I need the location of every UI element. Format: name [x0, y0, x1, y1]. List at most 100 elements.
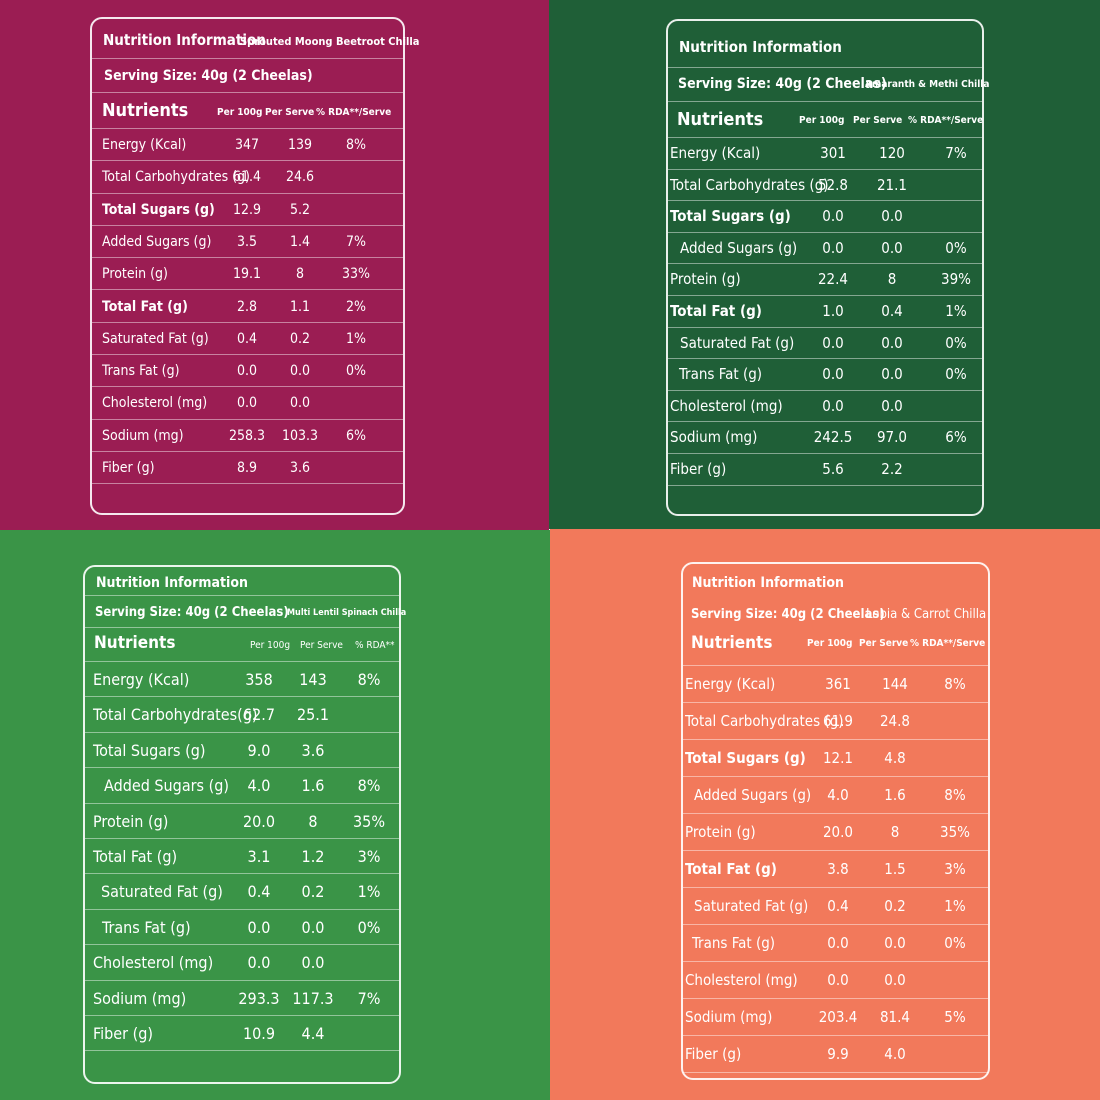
value-per-serve: 1.1 [289, 298, 311, 315]
nutrient-row: Saturated Fat (g) 0.4 0.2 1% [85, 874, 399, 910]
value-per-serve: 97.0 [876, 428, 908, 447]
serving-row: Serving Size: 40g (2 Cheelas) Amaranth &… [668, 68, 989, 102]
nutrient-name: Total Carbohydrates (g) [670, 175, 829, 194]
nutrient-name: Total Carbohydrates (g) [102, 169, 250, 186]
value-per-serve: 3.6 [301, 740, 325, 760]
nutrient-name: Total Sugars (g) [93, 740, 206, 760]
nutrient-name: Protein (g) [93, 811, 169, 831]
header-nutrients: Nutrients [677, 109, 764, 130]
nutrient-row: Saturated Fat (g) 0.4 0.2 1% [92, 323, 403, 356]
nutrient-name: Fiber (g) [102, 460, 155, 476]
nutrient-name: Cholesterol (mg) [670, 396, 783, 415]
nutrient-row: Total Sugars (g) 9.0 3.6 [85, 733, 399, 769]
nutrient-name: Saturated Fat (g) [101, 882, 223, 902]
value-rda: 7% [945, 144, 967, 162]
value-per100g: 0.0 [236, 395, 258, 412]
value-per-serve: 25.1 [296, 705, 330, 725]
value-per100g: 258.3 [228, 427, 266, 444]
product-name: Sprouted Moong Beetroot Chilla [240, 35, 420, 48]
nutrient-row: Trans Fat (g) 0.0 0.0 0% [683, 925, 988, 962]
value-per100g: 0.0 [822, 333, 844, 352]
value-per100g: 9.0 [247, 740, 271, 760]
nutrient-row: Added Sugars (g) 0.0 0.0 0% [668, 233, 982, 265]
nutrient-name: Energy (Kcal) [93, 670, 190, 689]
nutrient-row: Trans Fat (g) 0.0 0.0 0% [92, 355, 403, 388]
nutrient-name: Total Sugars (g) [685, 749, 806, 767]
nutrient-row: Energy (Kcal) 347 139 8% [92, 129, 403, 162]
nutrient-name: Total Fat (g) [93, 847, 178, 866]
value-per-serve: 3.6 [289, 460, 311, 476]
value-rda: 6% [945, 428, 967, 447]
value-per-serve: 0.0 [881, 365, 903, 384]
nutrient-name: Protein (g) [670, 270, 741, 289]
value-per-serve: 1.6 [301, 776, 325, 796]
nutrient-row: Total Fat (g) 1.0 0.4 1% [668, 296, 982, 328]
nutrient-row: Fiber (g) 8.9 3.6 [92, 452, 403, 485]
nutrient-name: Sodium (mg) [93, 988, 187, 1008]
value-per-serve: 8 [295, 266, 304, 283]
nutrient-row: Total Sugars (g) 0.0 0.0 [668, 201, 982, 233]
nutrient-row: Fiber (g) 9.9 4.0 [683, 1036, 988, 1073]
nutrient-row: Fiber (g) 10.9 4.4 [85, 1016, 399, 1052]
value-per100g: 61.9 [822, 712, 854, 730]
nutrient-row: Total Fat (g) 3.8 1.5 3% [683, 851, 988, 888]
value-per-serve: 8 [890, 823, 900, 841]
value-per100g: 52.8 [817, 175, 849, 194]
value-per100g: 358 [245, 670, 273, 689]
value-rda: 1% [357, 882, 381, 902]
nutrient-name: Sodium (mg) [102, 427, 184, 444]
nutrient-row: Protein (g) 20.0 8 35% [683, 814, 988, 851]
value-per100g: 8.9 [236, 460, 258, 476]
nutrient-name: Added Sugars (g) [694, 786, 812, 804]
nutrient-row: Saturated Fat (g) 0.4 0.2 1% [683, 888, 988, 925]
value-rda: 8% [944, 786, 966, 804]
value-per100g: 0.4 [236, 330, 258, 347]
value-per100g: 12.1 [822, 749, 854, 767]
nutrition-card: Nutrition Information Serving Size: 40g … [666, 19, 989, 516]
nutrient-row: Cholesterol (mg) 0.0 0.0 [92, 387, 403, 420]
value-per100g: 3.1 [247, 847, 271, 866]
value-rda: 33% [342, 266, 370, 283]
nutrient-name: Total Fat (g) [670, 302, 762, 320]
serving-size: Serving Size: 40g (2 Cheelas) [95, 605, 289, 620]
value-rda: 1% [945, 302, 967, 320]
header-nutrients: Nutrients [102, 100, 189, 121]
value-per-serve: 0.0 [881, 238, 903, 257]
value-per100g: 9.9 [827, 1045, 849, 1063]
header-row: Nutrients Per 100g Per Serve % RDA**/Ser… [668, 102, 984, 138]
header-perserve: Per Serve [300, 640, 343, 651]
value-per-serve: 1.2 [301, 847, 325, 866]
value-per-serve: 21.1 [876, 175, 908, 194]
header-per100: Per 100g [799, 115, 845, 126]
value-per-serve: 0.2 [884, 897, 906, 915]
nutrient-row: Total Carbohydrates (g) 61.4 24.6 [92, 161, 403, 194]
nutrient-name: Sodium (mg) [685, 1008, 773, 1026]
nutrient-name: Added Sugars (g) [102, 233, 212, 250]
card-title: Nutrition Information [692, 575, 844, 591]
card-title: Nutrition Information [96, 575, 248, 591]
nutrient-row: Sodium (mg) 293.3 117.3 7% [85, 981, 399, 1016]
value-rda: 0% [944, 934, 966, 952]
header-row: Nutrients Per 100g Per Serve % RDA**/Ser… [683, 626, 988, 666]
nutrient-name: Added Sugars (g) [104, 776, 229, 796]
serving-size: Serving Size: 40g (2 Cheelas) [691, 607, 885, 622]
header-perserve: Per Serve [265, 107, 315, 118]
nutrient-row: Sodium (mg) 242.5 97.0 6% [668, 422, 982, 454]
value-per100g: 347 [234, 137, 260, 153]
product-name: Lobia & Carrot Chilla [866, 607, 987, 622]
header-rda: % RDA**/Serve [910, 638, 986, 649]
header-per100: Per 100g [217, 107, 263, 118]
nutrient-name: Total Carbohydrates (g) [685, 712, 844, 730]
nutrient-name: Saturated Fat (g) [102, 330, 209, 347]
value-per-serve: 8 [308, 811, 318, 831]
nutrient-row: Energy (Kcal) 361 144 8% [683, 666, 988, 703]
value-per100g: 203.4 [818, 1008, 858, 1026]
header-rda: % RDA**/Serve [908, 115, 984, 126]
value-per-serve: 4.8 [884, 749, 906, 767]
value-per100g: 1.0 [822, 302, 844, 320]
header-rda: % RDA** [355, 640, 395, 651]
value-per-serve: 0.0 [301, 953, 325, 973]
title-row: Nutrition Information [683, 564, 988, 594]
value-rda: 8% [944, 675, 966, 693]
value-per100g: 3.8 [827, 860, 849, 878]
